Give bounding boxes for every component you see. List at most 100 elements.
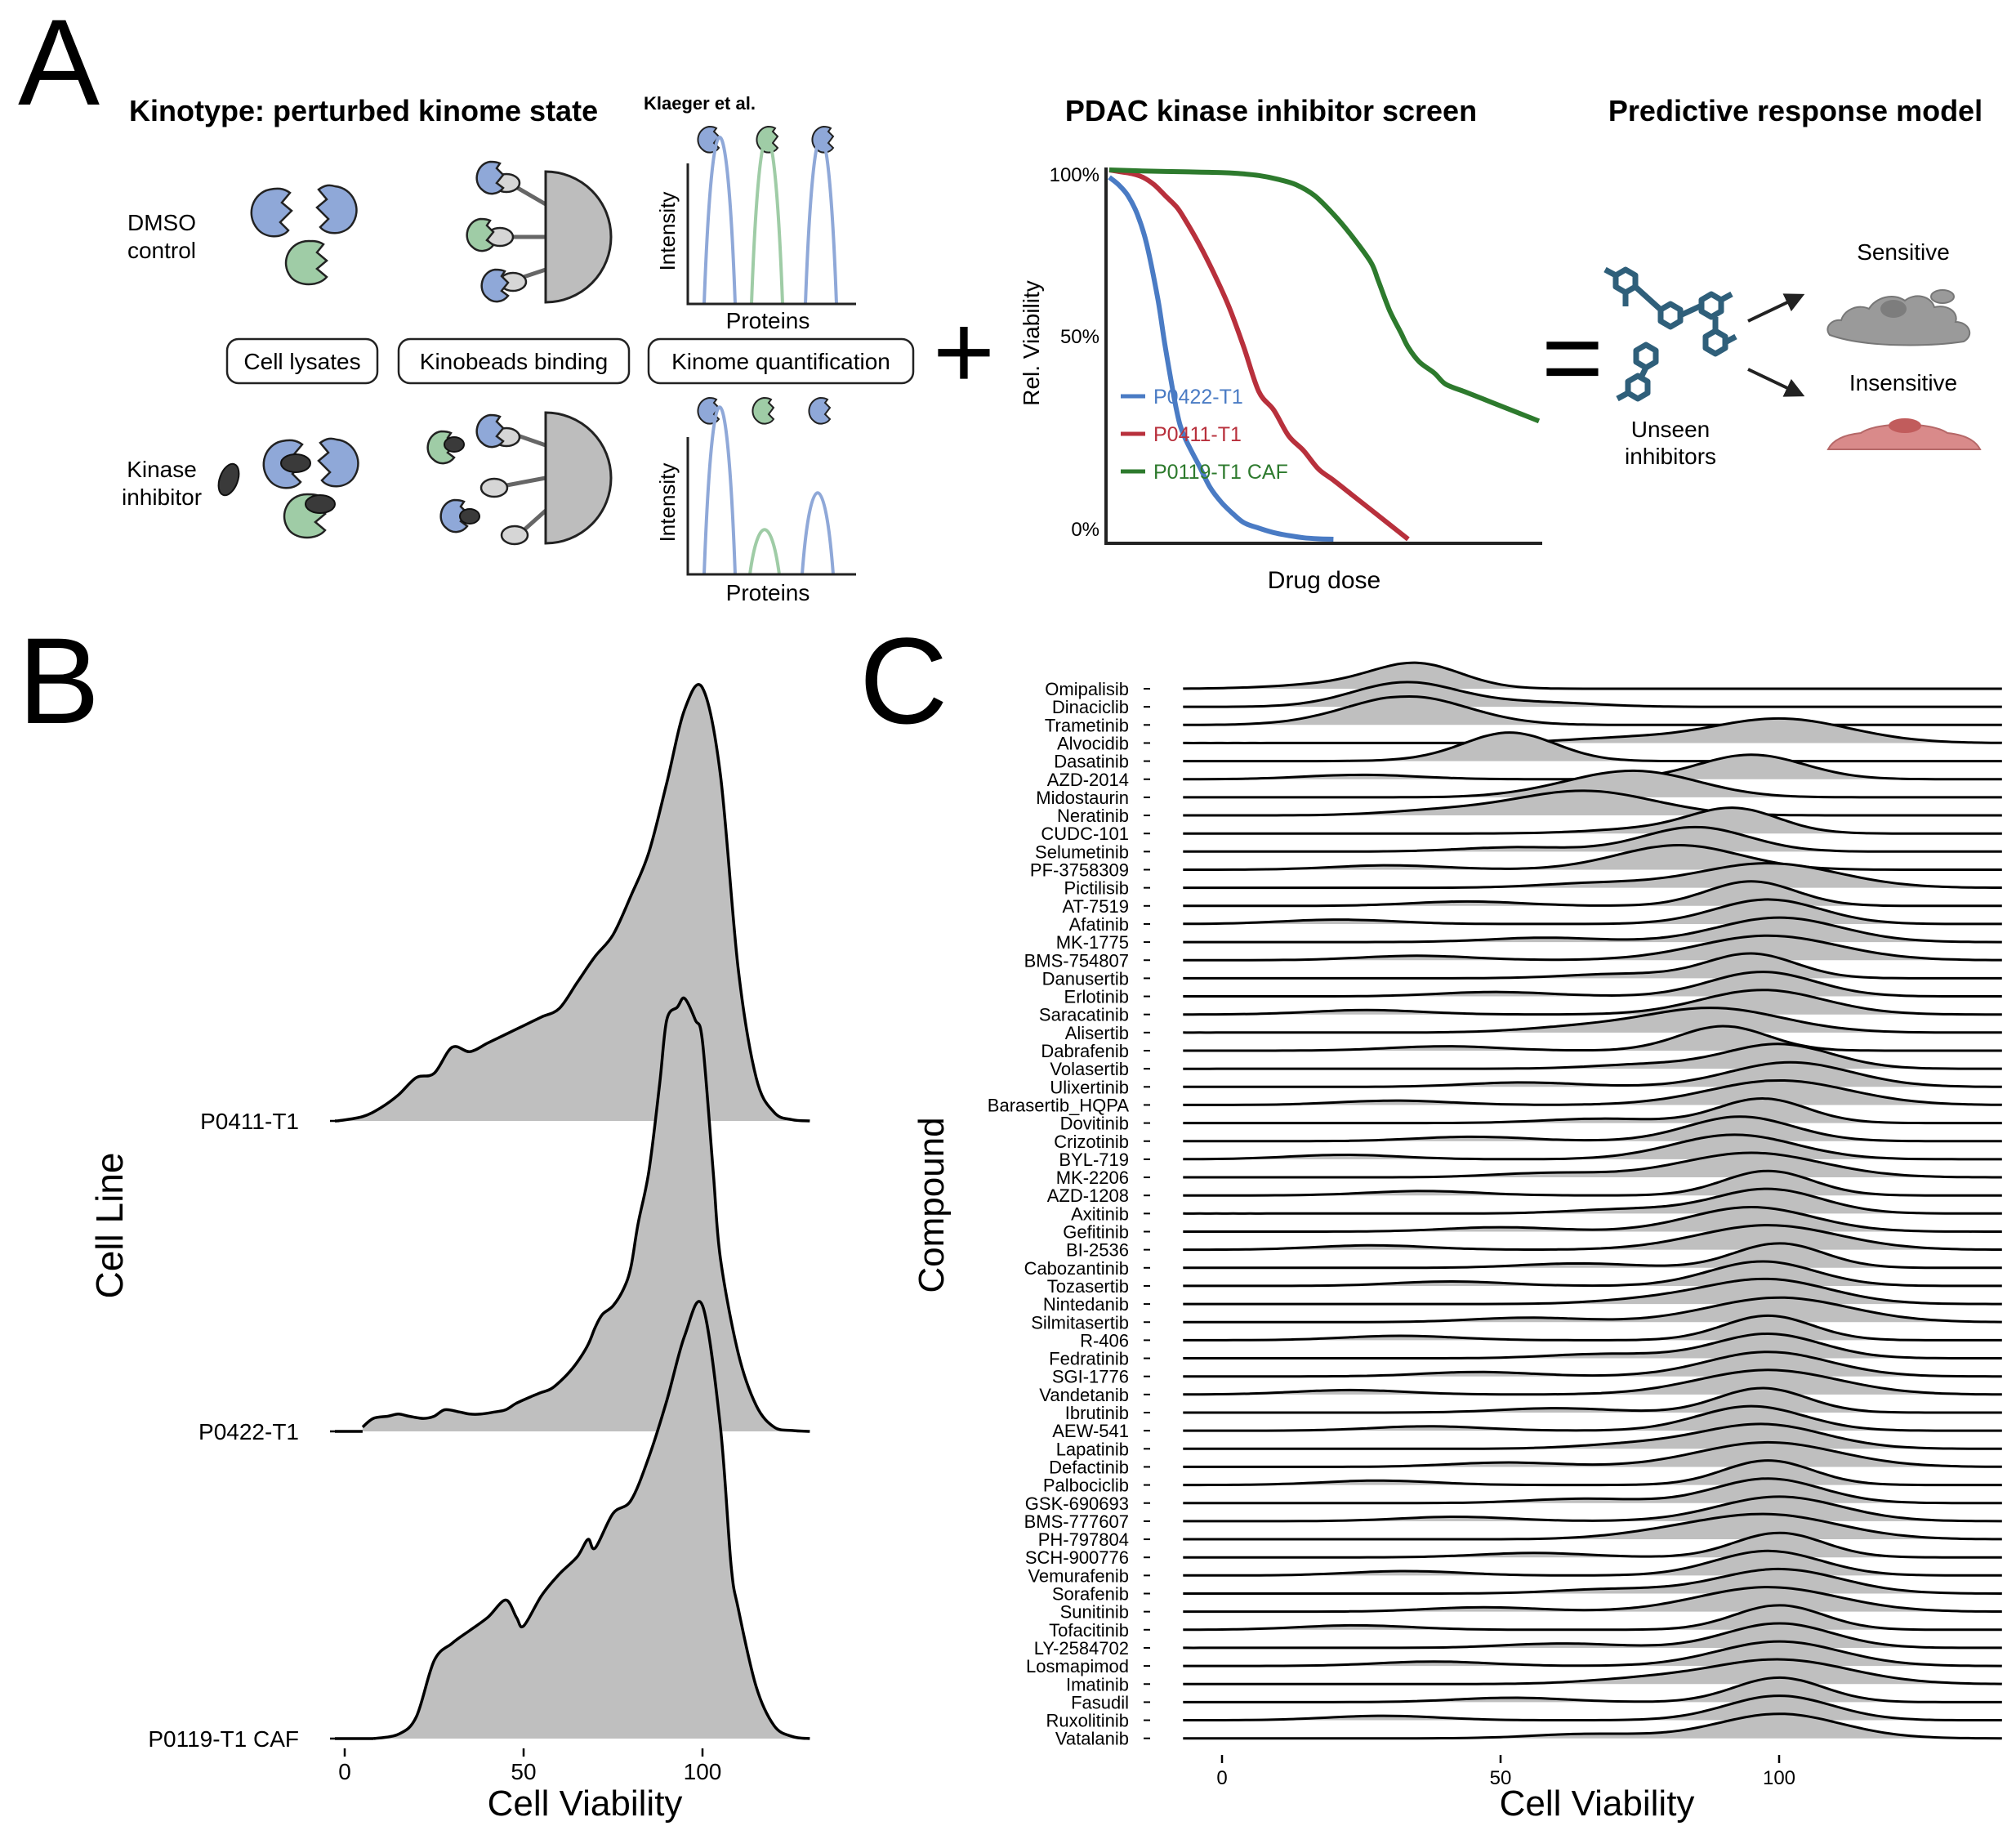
step-kinobeads-binding: Kinobeads binding bbox=[397, 337, 631, 385]
ridge-line-afatinib bbox=[1183, 898, 2002, 926]
ytick-label-alvocidib: Alvocidib bbox=[1057, 733, 1129, 753]
ytick-label-barasertib-hqpa: Barasertib_HQPA bbox=[988, 1095, 1130, 1115]
panel-b: B Cell Line Cell Viability P0411-T1 P0422… bbox=[18, 612, 810, 1824]
ridge-fill-p0411-t1 bbox=[337, 684, 810, 1121]
ytick-label-saracatinib: Saracatinib bbox=[1039, 1005, 1129, 1025]
ytick-label-omipalisib: Omipalisib bbox=[1045, 679, 1129, 699]
ridge-fill-alvocidib bbox=[1183, 718, 2002, 743]
xtick-label-100: 100 bbox=[684, 1759, 722, 1784]
step-kinobeads-binding-label: Kinobeads binding bbox=[420, 349, 608, 374]
ridge-line-p0119-t1-caf bbox=[372, 1300, 810, 1740]
predictive-model: Predictive response model Unseen inhibi bbox=[1603, 94, 1983, 469]
ytick-label-imatinib: Imatinib bbox=[1066, 1674, 1129, 1694]
molecule-icon bbox=[1603, 266, 1737, 402]
ridge-line-barasertib-hqpa bbox=[1183, 1078, 2002, 1106]
ridge-fill-pf-3758309 bbox=[1183, 845, 2002, 870]
xtick-label-100: 100 bbox=[1763, 1767, 1795, 1789]
ytick-label-losmapimod: Losmapimod bbox=[1026, 1656, 1129, 1676]
sensitive-label: Sensitive bbox=[1857, 239, 1950, 265]
ytick-label-volasertib: Volasertib bbox=[1050, 1059, 1129, 1079]
ridge-line-sunitinib bbox=[1183, 1586, 2002, 1614]
ridge-line-nintedanib bbox=[1183, 1277, 2002, 1306]
ytick-label-selumetinib: Selumetinib bbox=[1035, 842, 1129, 862]
ridge-line-azd-1208 bbox=[1183, 1169, 2002, 1197]
ridge-line-aew-541 bbox=[1183, 1404, 2002, 1432]
ridge-fill-r-406 bbox=[1183, 1315, 2002, 1341]
ytick-label-vatalanib: Vatalanib bbox=[1055, 1729, 1129, 1749]
ytick-label-crizotinib: Crizotinib bbox=[1054, 1132, 1129, 1152]
kinotype-title: Kinotype: perturbed kinome state bbox=[129, 94, 598, 127]
ms-xlabel-2: Proteins bbox=[726, 580, 810, 605]
ytick-label-dasatinib: Dasatinib bbox=[1054, 752, 1129, 772]
xtick-label-0: 0 bbox=[338, 1759, 351, 1784]
kinase-inhibitor-icon bbox=[217, 437, 359, 539]
ridge-fill-tozasertib bbox=[1183, 1261, 2002, 1286]
ms-ylabel-1: Intensity bbox=[655, 192, 680, 271]
ridge-line-fedratinib bbox=[1183, 1332, 2002, 1360]
ridge-fill-at-7519 bbox=[1183, 881, 2002, 906]
screen-curve-p0411-t1 bbox=[1108, 167, 1410, 542]
ridge-fill-ibrutinib bbox=[1183, 1388, 2002, 1413]
kinotype-superscript: Klaeger et al. bbox=[644, 93, 756, 114]
insensitive-cell-icon bbox=[1826, 418, 1982, 450]
ridge-line-ruxolitinib bbox=[1183, 1694, 2002, 1721]
equals-symbol: = bbox=[1541, 297, 1603, 417]
panel-c-xlabel: Cell Viability bbox=[1500, 1784, 1695, 1824]
ms-spectrum-icon-inhibitor: Intensity Proteins bbox=[655, 396, 856, 605]
ytick-label-ph-797804: PH-797804 bbox=[1038, 1529, 1129, 1550]
arrow-to-insensitive bbox=[1747, 368, 1805, 397]
ridge-line-sch-900776 bbox=[1183, 1531, 2002, 1559]
ytick-label-fedratinib: Fedratinib bbox=[1049, 1349, 1129, 1369]
ytick-label-sunitinib: Sunitinib bbox=[1060, 1602, 1129, 1623]
ridge-line-selumetinib bbox=[1183, 825, 2002, 853]
ridge-line-vatalanib bbox=[1183, 1712, 2002, 1740]
ridge-fill-saracatinib bbox=[1183, 989, 2002, 1015]
ytick-label-gsk-690693: GSK-690693 bbox=[1025, 1493, 1129, 1514]
ytick-label-sgi-1776: SGI-1776 bbox=[1052, 1367, 1129, 1387]
ridge-line-neratinib bbox=[1183, 789, 2002, 817]
ms-ylabel-2: Intensity bbox=[655, 463, 680, 542]
ytick-label-nintedanib: Nintedanib bbox=[1043, 1294, 1129, 1315]
ridge-fill-sunitinib bbox=[1183, 1587, 2002, 1612]
kinobead-icon-inhibitor bbox=[426, 411, 613, 546]
plus-symbol: + bbox=[933, 292, 995, 411]
ridge-line-saracatinib bbox=[1183, 989, 2002, 1016]
ridge-fill-sgi-1776 bbox=[1183, 1351, 2002, 1377]
ridge-fill-silmitasertib bbox=[1183, 1297, 2002, 1323]
ridge-line-silmitasertib bbox=[1183, 1296, 2002, 1324]
dmso-label-line1: DMSO bbox=[127, 210, 196, 235]
ytick-label-axitinib: Axitinib bbox=[1071, 1203, 1129, 1224]
ridge-fill-erlotinib bbox=[1183, 971, 2002, 997]
screen-curve-p0422-t1 bbox=[1108, 175, 1334, 542]
ridge-line-ly-2584702 bbox=[1183, 1622, 2002, 1650]
ridge-fill-bi-2536 bbox=[1183, 1225, 2002, 1250]
ridge-line-vandetanib bbox=[1183, 1368, 2002, 1396]
ridge-fill-cudc-101 bbox=[1183, 807, 2002, 834]
ridge-line-gefitinib bbox=[1183, 1205, 2002, 1234]
ridge-fill-aew-541 bbox=[1183, 1406, 2002, 1431]
ridge-fill-bms-777607 bbox=[1183, 1496, 2002, 1521]
ytick-label-trametinib: Trametinib bbox=[1045, 715, 1129, 735]
ytick-label-fasudil: Fasudil bbox=[1071, 1692, 1129, 1712]
ridge-fill-barasertib-hqpa bbox=[1183, 1080, 2002, 1105]
ridge-line-lapatinib bbox=[1183, 1422, 2002, 1450]
screen-ytick-50: 50% bbox=[1060, 326, 1099, 348]
ytick-label-silmitasertib: Silmitasertib bbox=[1031, 1312, 1129, 1333]
ridge-line-cudc-101 bbox=[1183, 806, 2002, 835]
ridge-line-trametinib bbox=[1183, 695, 2002, 726]
ridge-line-dabrafenib bbox=[1183, 1025, 2002, 1052]
ridge-fill-vatalanib bbox=[1183, 1713, 2002, 1739]
ridge-line-cabozantinib bbox=[1183, 1242, 2002, 1270]
ridge-fill-ph-797804 bbox=[1183, 1514, 2002, 1540]
ridge-fill-bms-754807 bbox=[1183, 935, 2002, 961]
panel-c-x-axis: OmipalisibDinaciclibTrametinibAlvocidibD… bbox=[988, 679, 1795, 1789]
ridge-fill-azd-1208 bbox=[1183, 1171, 2002, 1196]
ridge-line-ibrutinib bbox=[1183, 1386, 2002, 1414]
ridge-line-omipalisib bbox=[1183, 661, 2002, 690]
panel-c-letter: C bbox=[859, 612, 948, 749]
ridge-line-fasudil bbox=[1183, 1676, 2002, 1703]
panel-c-ridges bbox=[1183, 661, 2002, 1740]
ridge-fill-sch-900776 bbox=[1183, 1533, 2002, 1558]
ytick-label-midostaurin: Midostaurin bbox=[1036, 788, 1129, 808]
ridge-line-tozasertib bbox=[1183, 1260, 2002, 1288]
